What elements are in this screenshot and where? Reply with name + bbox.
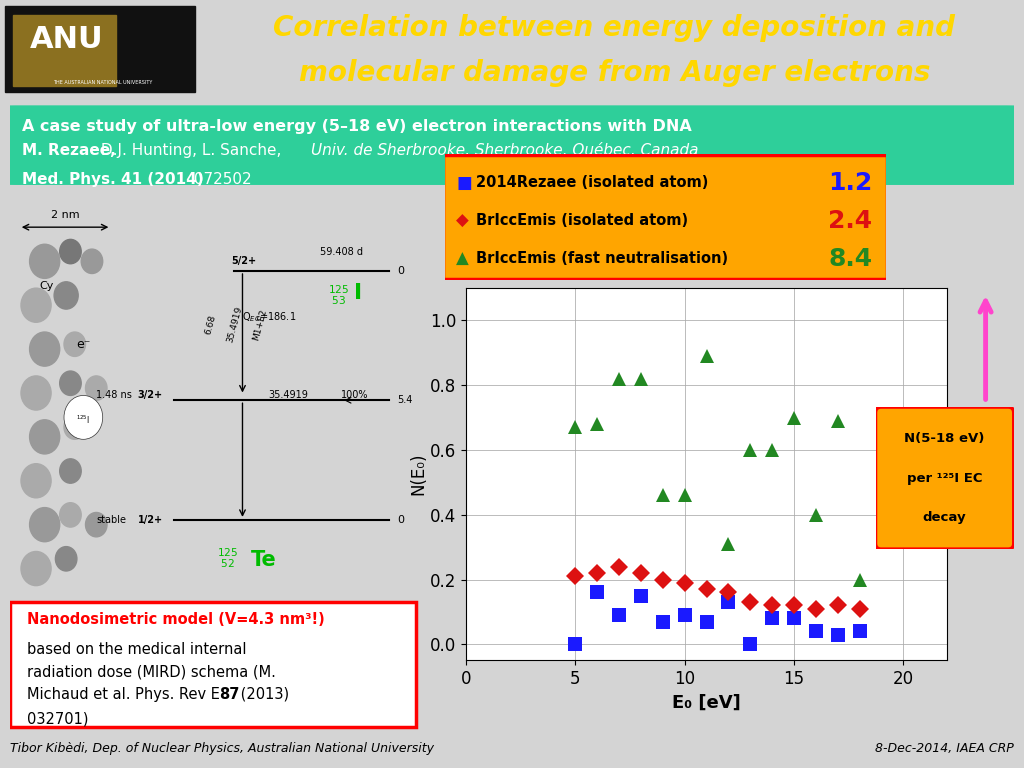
Circle shape [30, 332, 59, 366]
Circle shape [63, 415, 85, 439]
Text: BrIccEmis (isolated atom): BrIccEmis (isolated atom) [476, 214, 688, 228]
Text: 1/2+: 1/2+ [138, 515, 163, 525]
Text: stable: stable [96, 515, 126, 525]
Text: Te: Te [251, 550, 276, 571]
Text: 5/2+: 5/2+ [231, 257, 257, 266]
FancyBboxPatch shape [0, 105, 1024, 185]
Circle shape [30, 420, 59, 454]
Bar [13, 15, 116, 85]
Text: THE AUSTRALIAN NATIONAL UNIVERSITY: THE AUSTRALIAN NATIONAL UNIVERSITY [52, 80, 153, 85]
Circle shape [81, 249, 102, 273]
Text: 1.48 ns: 1.48 ns [96, 390, 132, 400]
Text: I: I [354, 283, 362, 303]
Circle shape [54, 282, 78, 309]
Text: 2 nm: 2 nm [51, 210, 80, 220]
Text: ANU: ANU [30, 25, 103, 54]
Text: (2013): (2013) [236, 687, 289, 701]
Circle shape [59, 458, 81, 483]
Text: decay: decay [923, 511, 967, 525]
Text: 8.4: 8.4 [828, 247, 872, 271]
Circle shape [59, 503, 81, 527]
Text: based on the medical internal: based on the medical internal [27, 642, 246, 657]
Text: 5.4: 5.4 [397, 396, 413, 406]
Text: radiation dose (MIRD) schema (M.: radiation dose (MIRD) schema (M. [27, 664, 275, 680]
Circle shape [63, 332, 85, 356]
Text: 87: 87 [219, 687, 240, 701]
Text: 1.2: 1.2 [828, 170, 872, 195]
Text: $^{125}_{\ 52}$: $^{125}_{\ 52}$ [217, 547, 239, 571]
Text: 35.4919: 35.4919 [268, 390, 308, 400]
Circle shape [55, 547, 77, 571]
Text: 100%: 100% [341, 390, 369, 400]
FancyBboxPatch shape [443, 155, 887, 279]
Bar [5, 6, 195, 92]
Circle shape [63, 396, 102, 439]
Text: $^{125}$I: $^{125}$I [77, 414, 90, 426]
Text: ▲: ▲ [457, 250, 469, 268]
Text: 0: 0 [397, 515, 404, 525]
Text: e⁻: e⁻ [76, 338, 90, 351]
Text: 072502: 072502 [188, 172, 252, 187]
Text: M1+E2: M1+E2 [251, 308, 268, 342]
Text: 59.408 d: 59.408 d [319, 247, 362, 257]
Text: Michaud et al. Phys. Rev E: Michaud et al. Phys. Rev E [27, 687, 224, 701]
Circle shape [59, 240, 81, 263]
Text: Correlation between energy deposition and: Correlation between energy deposition an… [273, 14, 955, 41]
FancyBboxPatch shape [10, 601, 416, 727]
Text: Univ. de Sherbrooke, Sherbrooke, Québec, Canada: Univ. de Sherbrooke, Sherbrooke, Québec,… [311, 144, 698, 158]
Text: A case study of ultra-low energy (5–18 eV) electron interactions with DNA: A case study of ultra-low energy (5–18 e… [23, 118, 692, 134]
X-axis label: E₀ [eV]: E₀ [eV] [672, 694, 741, 712]
Text: Nanodosimetric model (V=4.3 nm³!): Nanodosimetric model (V=4.3 nm³!) [27, 612, 325, 627]
Text: per ¹²⁵I EC: per ¹²⁵I EC [907, 472, 982, 485]
Text: 6.68: 6.68 [204, 314, 218, 336]
Circle shape [20, 551, 51, 586]
Text: Q$_{EC}$=186.1: Q$_{EC}$=186.1 [243, 310, 297, 324]
Circle shape [20, 376, 51, 410]
Text: Cy: Cy [40, 280, 54, 291]
Text: ◆: ◆ [457, 212, 469, 230]
Text: 8-Dec-2014, IAEA CRP: 8-Dec-2014, IAEA CRP [876, 743, 1014, 755]
Text: 2.4: 2.4 [828, 209, 872, 233]
Circle shape [30, 508, 59, 541]
Circle shape [20, 288, 51, 323]
Text: 032701): 032701) [27, 711, 88, 727]
Y-axis label: N(E₀): N(E₀) [409, 453, 427, 495]
Circle shape [86, 376, 106, 400]
Text: Med. Phys. 41 (2014): Med. Phys. 41 (2014) [23, 172, 204, 187]
Text: 0: 0 [397, 266, 404, 276]
Text: BrIccEmis (fast neutralisation): BrIccEmis (fast neutralisation) [476, 251, 728, 266]
Circle shape [30, 244, 59, 278]
Text: $^{125}_{\ 53}$: $^{125}_{\ 53}$ [329, 284, 350, 307]
Text: D.J. Hunting, L. Sanche,: D.J. Hunting, L. Sanche, [95, 144, 286, 158]
Text: N(5-18 eV): N(5-18 eV) [904, 432, 985, 445]
Text: molecular damage from Auger electrons: molecular damage from Auger electrons [299, 58, 930, 87]
Text: Tibor Kibèdi, Dep. of Nuclear Physics, Australian National University: Tibor Kibèdi, Dep. of Nuclear Physics, A… [10, 743, 434, 755]
Text: 3/2+: 3/2+ [138, 390, 163, 400]
Text: M. Rezaee,: M. Rezaee, [23, 144, 116, 158]
FancyBboxPatch shape [876, 407, 1014, 549]
Circle shape [59, 371, 81, 396]
Text: ■: ■ [457, 174, 472, 192]
Text: 2014Rezaee (isolated atom): 2014Rezaee (isolated atom) [476, 175, 709, 190]
Circle shape [86, 512, 106, 537]
Text: Model of DNA: Model of DNA [110, 649, 195, 662]
Text: 35.4919: 35.4919 [225, 306, 244, 344]
Circle shape [20, 464, 51, 498]
